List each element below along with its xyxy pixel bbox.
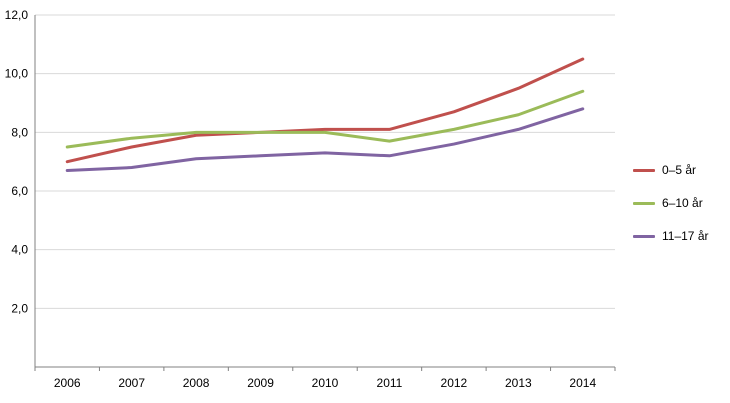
chart-legend: 0–5 år 6–10 år 11–17 år [633,163,708,243]
series-line-2 [65,107,585,172]
y-tick-label: 8,0 [11,125,28,139]
y-tick-label: 4,0 [11,243,28,257]
legend-item-11-17: 11–17 år [633,229,708,243]
x-tick-label: 2014 [569,376,596,390]
y-tick-label: 10,0 [5,67,29,81]
x-tick-label: 2008 [183,376,210,390]
x-tick-label: 2010 [312,376,339,390]
y-tick-label: 6,0 [11,184,28,198]
legend-item-6-10: 6–10 år [633,196,708,210]
legend-label-6-10: 6–10 år [662,196,703,210]
legend-swatch-11-17 [633,234,655,238]
series-line-0 [65,57,585,164]
x-tick-label: 2011 [377,376,403,390]
series-line-1 [65,89,585,149]
legend-label-0-5: 0–5 år [662,163,697,177]
legend-swatch-6-10 [633,201,655,205]
x-tick-label: 2013 [505,376,532,390]
x-tick-label: 2009 [247,376,274,390]
legend-label-11-17: 11–17 år [662,229,709,243]
legend-swatch-0-5 [633,168,655,172]
y-tick-label: 12,0 [5,8,29,22]
x-tick-label: 2012 [441,376,468,390]
x-tick-label: 2007 [118,376,145,390]
y-tick-label: 2,0 [11,301,28,315]
legend-item-0-5: 0–5 år [633,163,708,177]
x-tick-label: 2006 [54,376,81,390]
